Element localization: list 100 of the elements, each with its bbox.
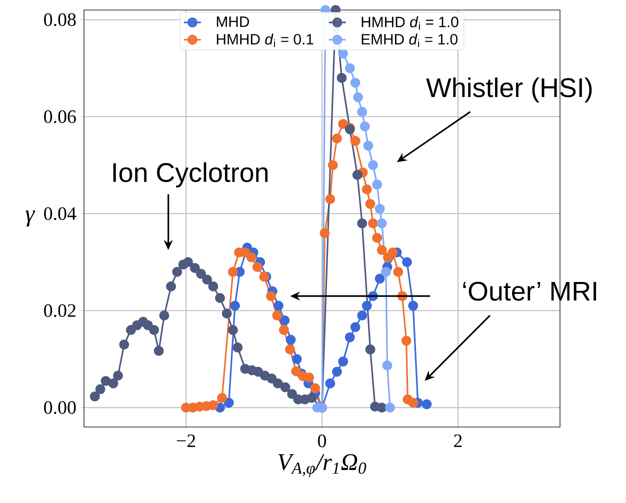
point bbox=[208, 281, 218, 292]
point bbox=[422, 399, 432, 410]
point bbox=[388, 247, 398, 258]
point bbox=[208, 400, 218, 410]
point bbox=[280, 315, 290, 326]
point bbox=[368, 160, 378, 170]
point bbox=[172, 266, 182, 277]
point bbox=[154, 346, 164, 356]
point bbox=[365, 344, 376, 354]
point bbox=[266, 291, 276, 302]
x-tick-label: −2 bbox=[176, 434, 196, 448]
legend-label: HMHD d$_{i}$ = 0.1 bbox=[216, 34, 314, 48]
point bbox=[230, 300, 240, 311]
point bbox=[285, 344, 296, 354]
point bbox=[357, 218, 368, 228]
point bbox=[272, 378, 283, 388]
point bbox=[304, 372, 314, 383]
point bbox=[90, 391, 100, 402]
y-tick-label: 0.00 bbox=[44, 401, 76, 414]
point bbox=[344, 63, 355, 74]
point bbox=[376, 402, 387, 413]
point bbox=[382, 360, 392, 370]
y-tick-label: 0.08 bbox=[44, 13, 76, 26]
point bbox=[286, 334, 296, 345]
point bbox=[142, 320, 153, 330]
point bbox=[292, 354, 302, 364]
point bbox=[368, 218, 378, 228]
point bbox=[374, 204, 385, 214]
point bbox=[291, 366, 302, 376]
point bbox=[362, 300, 372, 311]
point bbox=[350, 322, 360, 332]
point bbox=[228, 266, 238, 277]
point bbox=[224, 398, 234, 408]
point bbox=[325, 378, 336, 388]
point bbox=[408, 398, 418, 408]
point bbox=[108, 378, 118, 388]
annotation: Ion Cyclotron bbox=[113, 162, 268, 188]
point bbox=[306, 392, 317, 403]
point bbox=[232, 342, 243, 352]
point bbox=[357, 310, 368, 320]
point bbox=[266, 374, 277, 384]
point bbox=[401, 336, 412, 346]
point bbox=[217, 392, 228, 403]
point bbox=[336, 72, 347, 83]
point bbox=[278, 325, 289, 336]
point bbox=[95, 384, 106, 394]
point bbox=[325, 194, 336, 204]
legend-label: HMHD d$_{i}$ = 1.0 bbox=[362, 16, 458, 30]
point bbox=[100, 376, 111, 386]
point bbox=[202, 274, 212, 285]
point bbox=[332, 366, 342, 377]
point bbox=[183, 257, 194, 268]
point bbox=[350, 136, 360, 146]
point bbox=[385, 402, 395, 413]
point bbox=[344, 332, 355, 342]
point bbox=[338, 118, 348, 129]
y-tick-label: 0.06 bbox=[44, 110, 76, 124]
point bbox=[408, 300, 418, 311]
point bbox=[119, 340, 130, 350]
legend-label: MHD bbox=[216, 16, 250, 27]
point bbox=[338, 356, 348, 367]
point bbox=[190, 262, 200, 273]
x-tick-label: 2 bbox=[454, 434, 462, 448]
point bbox=[376, 245, 387, 256]
point bbox=[272, 310, 282, 320]
point bbox=[228, 325, 238, 336]
point bbox=[372, 180, 382, 190]
point bbox=[222, 308, 232, 319]
x-tick-label: 0 bbox=[318, 434, 326, 448]
point bbox=[328, 160, 338, 170]
point bbox=[338, 48, 348, 59]
point bbox=[350, 78, 360, 88]
point bbox=[374, 274, 385, 284]
point bbox=[332, 134, 342, 144]
point bbox=[393, 266, 404, 277]
point bbox=[166, 281, 176, 292]
point bbox=[365, 198, 376, 209]
point bbox=[196, 268, 206, 279]
y-tick-label: 0.04 bbox=[44, 207, 76, 220]
point bbox=[380, 266, 391, 277]
y-tick-label: 0.02 bbox=[44, 304, 76, 318]
point bbox=[362, 184, 372, 194]
point bbox=[252, 262, 262, 272]
point bbox=[273, 300, 284, 311]
point bbox=[287, 389, 298, 400]
point bbox=[113, 370, 123, 381]
point bbox=[363, 140, 374, 151]
point bbox=[376, 218, 387, 228]
point bbox=[352, 170, 362, 180]
point bbox=[215, 293, 225, 304]
point bbox=[402, 257, 412, 268]
point bbox=[159, 310, 170, 320]
x-axis-title: V$_{A,φ}$/r$_{1}$Ω$_{0}$ bbox=[278, 454, 366, 478]
point bbox=[372, 232, 382, 243]
y-axis-title: γ bbox=[26, 210, 36, 227]
legend-label: EMHD d$_{i}$ = 1.0 bbox=[362, 34, 458, 48]
point bbox=[320, 228, 330, 238]
point bbox=[310, 383, 320, 394]
point bbox=[280, 382, 290, 392]
point bbox=[357, 106, 368, 117]
